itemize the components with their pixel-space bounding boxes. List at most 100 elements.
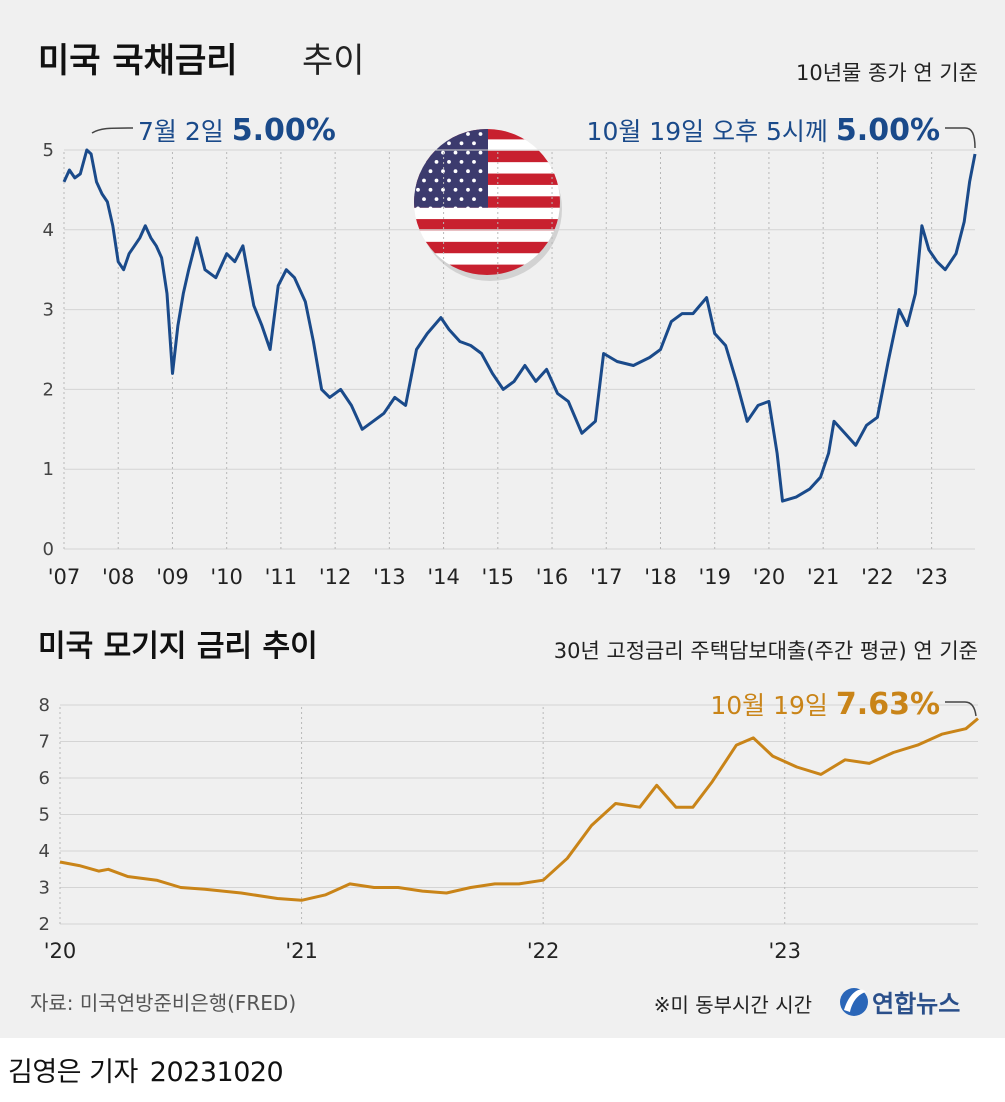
flag-star bbox=[428, 187, 433, 192]
flag-star bbox=[478, 187, 483, 192]
flag-star bbox=[459, 160, 464, 164]
mortgage-subtitle: 30년 고정금리 주택담보대출(주간 평균) 연 기준 bbox=[554, 639, 978, 663]
y-tick-label: 5 bbox=[39, 805, 50, 826]
flag-star bbox=[459, 197, 464, 202]
byline: 김영은 기자 20231020 bbox=[8, 1050, 284, 1089]
treasury-x-axis: '07 '08 '09 '10 '11 '12 '13 '14 '15 '16 '17 '18 '19 '… bbox=[48, 565, 948, 589]
x-tick-label: '10 bbox=[210, 565, 243, 589]
y-tick-label: 2 bbox=[43, 379, 54, 400]
treasury-series-line bbox=[62, 148, 977, 503]
treasury-title: 미국 국채금리 bbox=[38, 41, 238, 81]
latest-treasury-leader bbox=[945, 127, 976, 149]
y-tick-label: 2 bbox=[39, 914, 50, 935]
mortgage-gridlines bbox=[59, 704, 978, 925]
flag-stripe bbox=[414, 219, 560, 231]
flag-star bbox=[441, 150, 445, 155]
flag-star bbox=[416, 132, 420, 136]
flag-star bbox=[434, 197, 439, 202]
latest-mortgage-label: 10월 19일 7.63% bbox=[710, 687, 940, 722]
x-tick-label: '21 bbox=[285, 939, 318, 963]
publish-date: 20231020 bbox=[149, 1057, 284, 1088]
us-flag-icon bbox=[414, 129, 562, 281]
x-tick-label: '17 bbox=[590, 565, 623, 589]
flag-star bbox=[459, 141, 464, 146]
y-tick-label: 7 bbox=[39, 732, 50, 753]
x-tick-label: '12 bbox=[319, 565, 352, 589]
flag-star bbox=[416, 187, 420, 192]
y-tick-label: 3 bbox=[39, 878, 50, 899]
x-tick-label: '13 bbox=[373, 565, 406, 589]
x-tick-label: '20 bbox=[44, 939, 77, 963]
treasury-y-axis: 0 1 2 3 4 5 bbox=[43, 140, 54, 560]
flag-star bbox=[428, 132, 433, 136]
x-tick-label: '11 bbox=[265, 565, 298, 589]
flag-star bbox=[447, 178, 451, 183]
peak-2007-leader bbox=[91, 127, 134, 134]
yonhap-logo-icon: 연합뉴스 bbox=[840, 988, 960, 1018]
timezone-note: ※미 동부시간 시간 bbox=[654, 993, 812, 1017]
flag-star bbox=[422, 141, 426, 146]
x-tick-label: '07 bbox=[48, 565, 81, 589]
x-tick-label: '14 bbox=[427, 565, 460, 589]
flag-star bbox=[441, 206, 445, 211]
flag-stripe bbox=[414, 264, 560, 275]
yonhap-logo-text: 연합뉴스 bbox=[872, 990, 960, 1018]
flag-stripe bbox=[414, 241, 560, 254]
x-tick-label: '16 bbox=[536, 565, 569, 589]
flag-star bbox=[428, 206, 433, 211]
flag-star bbox=[472, 178, 476, 183]
flag-star bbox=[422, 197, 426, 202]
flag-star bbox=[472, 160, 476, 164]
y-tick-label: 5 bbox=[43, 140, 54, 161]
flag-star bbox=[434, 160, 439, 164]
y-tick-label: 1 bbox=[43, 459, 54, 480]
flag-star bbox=[478, 169, 483, 174]
x-tick-label: '21 bbox=[807, 565, 840, 589]
flag-star bbox=[416, 169, 420, 174]
flag-star bbox=[447, 197, 451, 202]
flag-star bbox=[472, 197, 476, 202]
flag-star bbox=[447, 141, 451, 146]
x-tick-label: '09 bbox=[156, 565, 189, 589]
infographic-card: 미국 국채금리 추이 10년물 종가 연 기준 0 1 2 3 4 5 '07 '08 '09… bbox=[0, 0, 1005, 1038]
flag-star bbox=[466, 187, 470, 192]
flag-star bbox=[434, 178, 439, 183]
flag-star bbox=[478, 150, 483, 155]
source-note: 자료: 미국연방준비은행(FRED) bbox=[30, 991, 296, 1015]
y-tick-label: 6 bbox=[39, 768, 50, 789]
flag-star bbox=[466, 150, 470, 155]
x-tick-label: '15 bbox=[482, 565, 515, 589]
flag-star bbox=[422, 178, 426, 183]
flag-star bbox=[416, 150, 420, 155]
mortgage-x-axis: '20 '21 '22 '23 bbox=[44, 939, 801, 963]
flag-star bbox=[416, 206, 420, 211]
x-tick-label: '22 bbox=[527, 939, 560, 963]
flag-star bbox=[453, 132, 458, 136]
flag-star bbox=[428, 169, 433, 174]
mortgage-title: 미국 모기지 금리 추이 bbox=[38, 629, 318, 664]
flag-stripe bbox=[414, 253, 560, 266]
latest-mortgage-leader bbox=[945, 701, 977, 717]
flag-star bbox=[466, 169, 470, 174]
x-tick-label: '20 bbox=[753, 565, 786, 589]
flag-star bbox=[441, 169, 445, 174]
latest-treasury-label: 10월 19일 오후 5시께 5.00% bbox=[587, 113, 940, 148]
flag-stripe bbox=[414, 207, 560, 220]
x-tick-label: '18 bbox=[644, 565, 677, 589]
flag-star bbox=[453, 206, 458, 211]
flag-star bbox=[453, 169, 458, 174]
y-tick-label: 8 bbox=[39, 695, 50, 716]
flag-stripe bbox=[414, 230, 560, 243]
x-tick-label: '08 bbox=[102, 565, 135, 589]
flag-star bbox=[441, 132, 445, 136]
x-tick-label: '23 bbox=[768, 939, 801, 963]
charts-canvas: 미국 국채금리 추이 10년물 종가 연 기준 0 1 2 3 4 5 '07 '08 '09… bbox=[30, 41, 979, 1018]
peak-2007-label: 7월 2일 5.00% bbox=[138, 113, 336, 148]
x-tick-label: '19 bbox=[698, 565, 731, 589]
flag-star bbox=[434, 141, 439, 146]
mortgage-y-axis: 2 3 4 5 6 7 8 bbox=[39, 695, 50, 935]
x-tick-label: '22 bbox=[861, 565, 894, 589]
reporter-name: 김영은 기자 bbox=[8, 1057, 138, 1088]
flag-star bbox=[472, 141, 476, 146]
flag-star bbox=[478, 132, 483, 136]
